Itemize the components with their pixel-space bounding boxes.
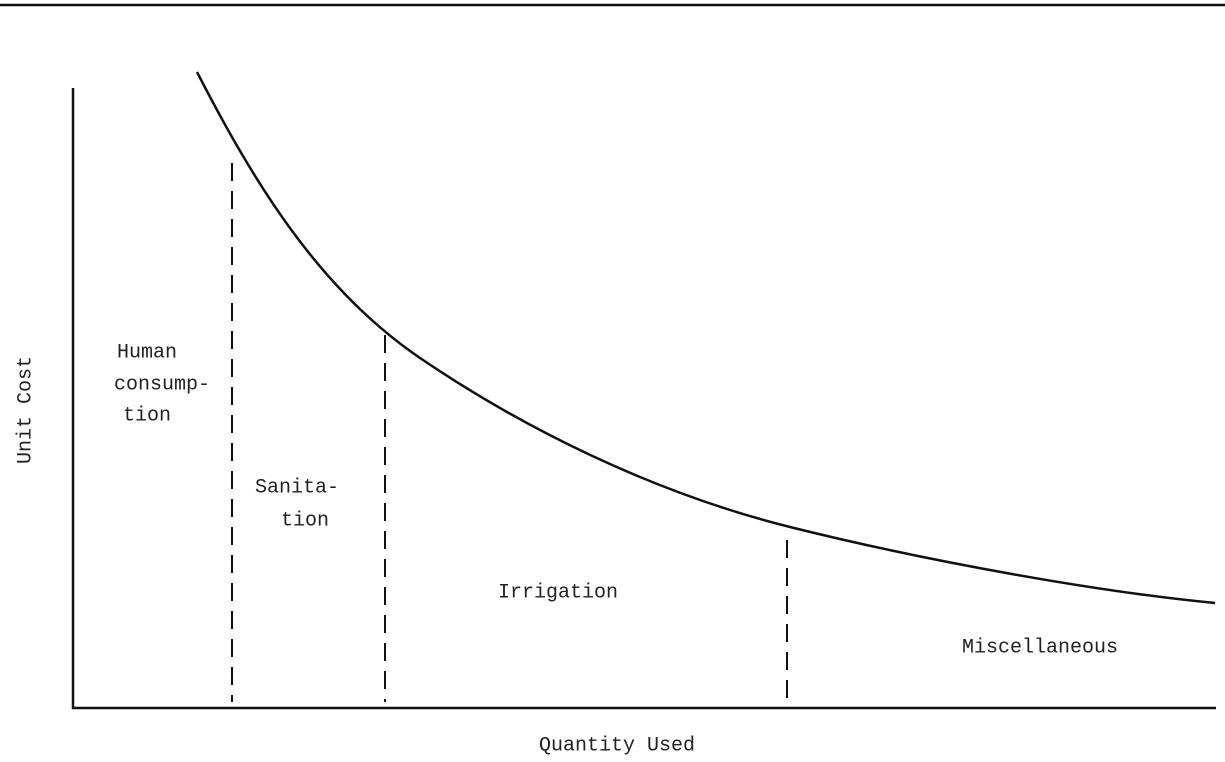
region-label: Human	[117, 341, 177, 364]
x-axis-label: Quantity Used	[539, 734, 695, 757]
region-label: Miscellaneous	[962, 636, 1118, 659]
region-label: Sanita-	[255, 476, 339, 499]
cost-curve	[195, 71, 1216, 605]
y-axis-label: Unit Cost	[14, 356, 37, 464]
region-label: Irrigation	[498, 581, 618, 604]
region-label: consump-	[114, 373, 210, 396]
region-label: tion	[281, 509, 329, 532]
region-label: tion	[123, 404, 171, 427]
